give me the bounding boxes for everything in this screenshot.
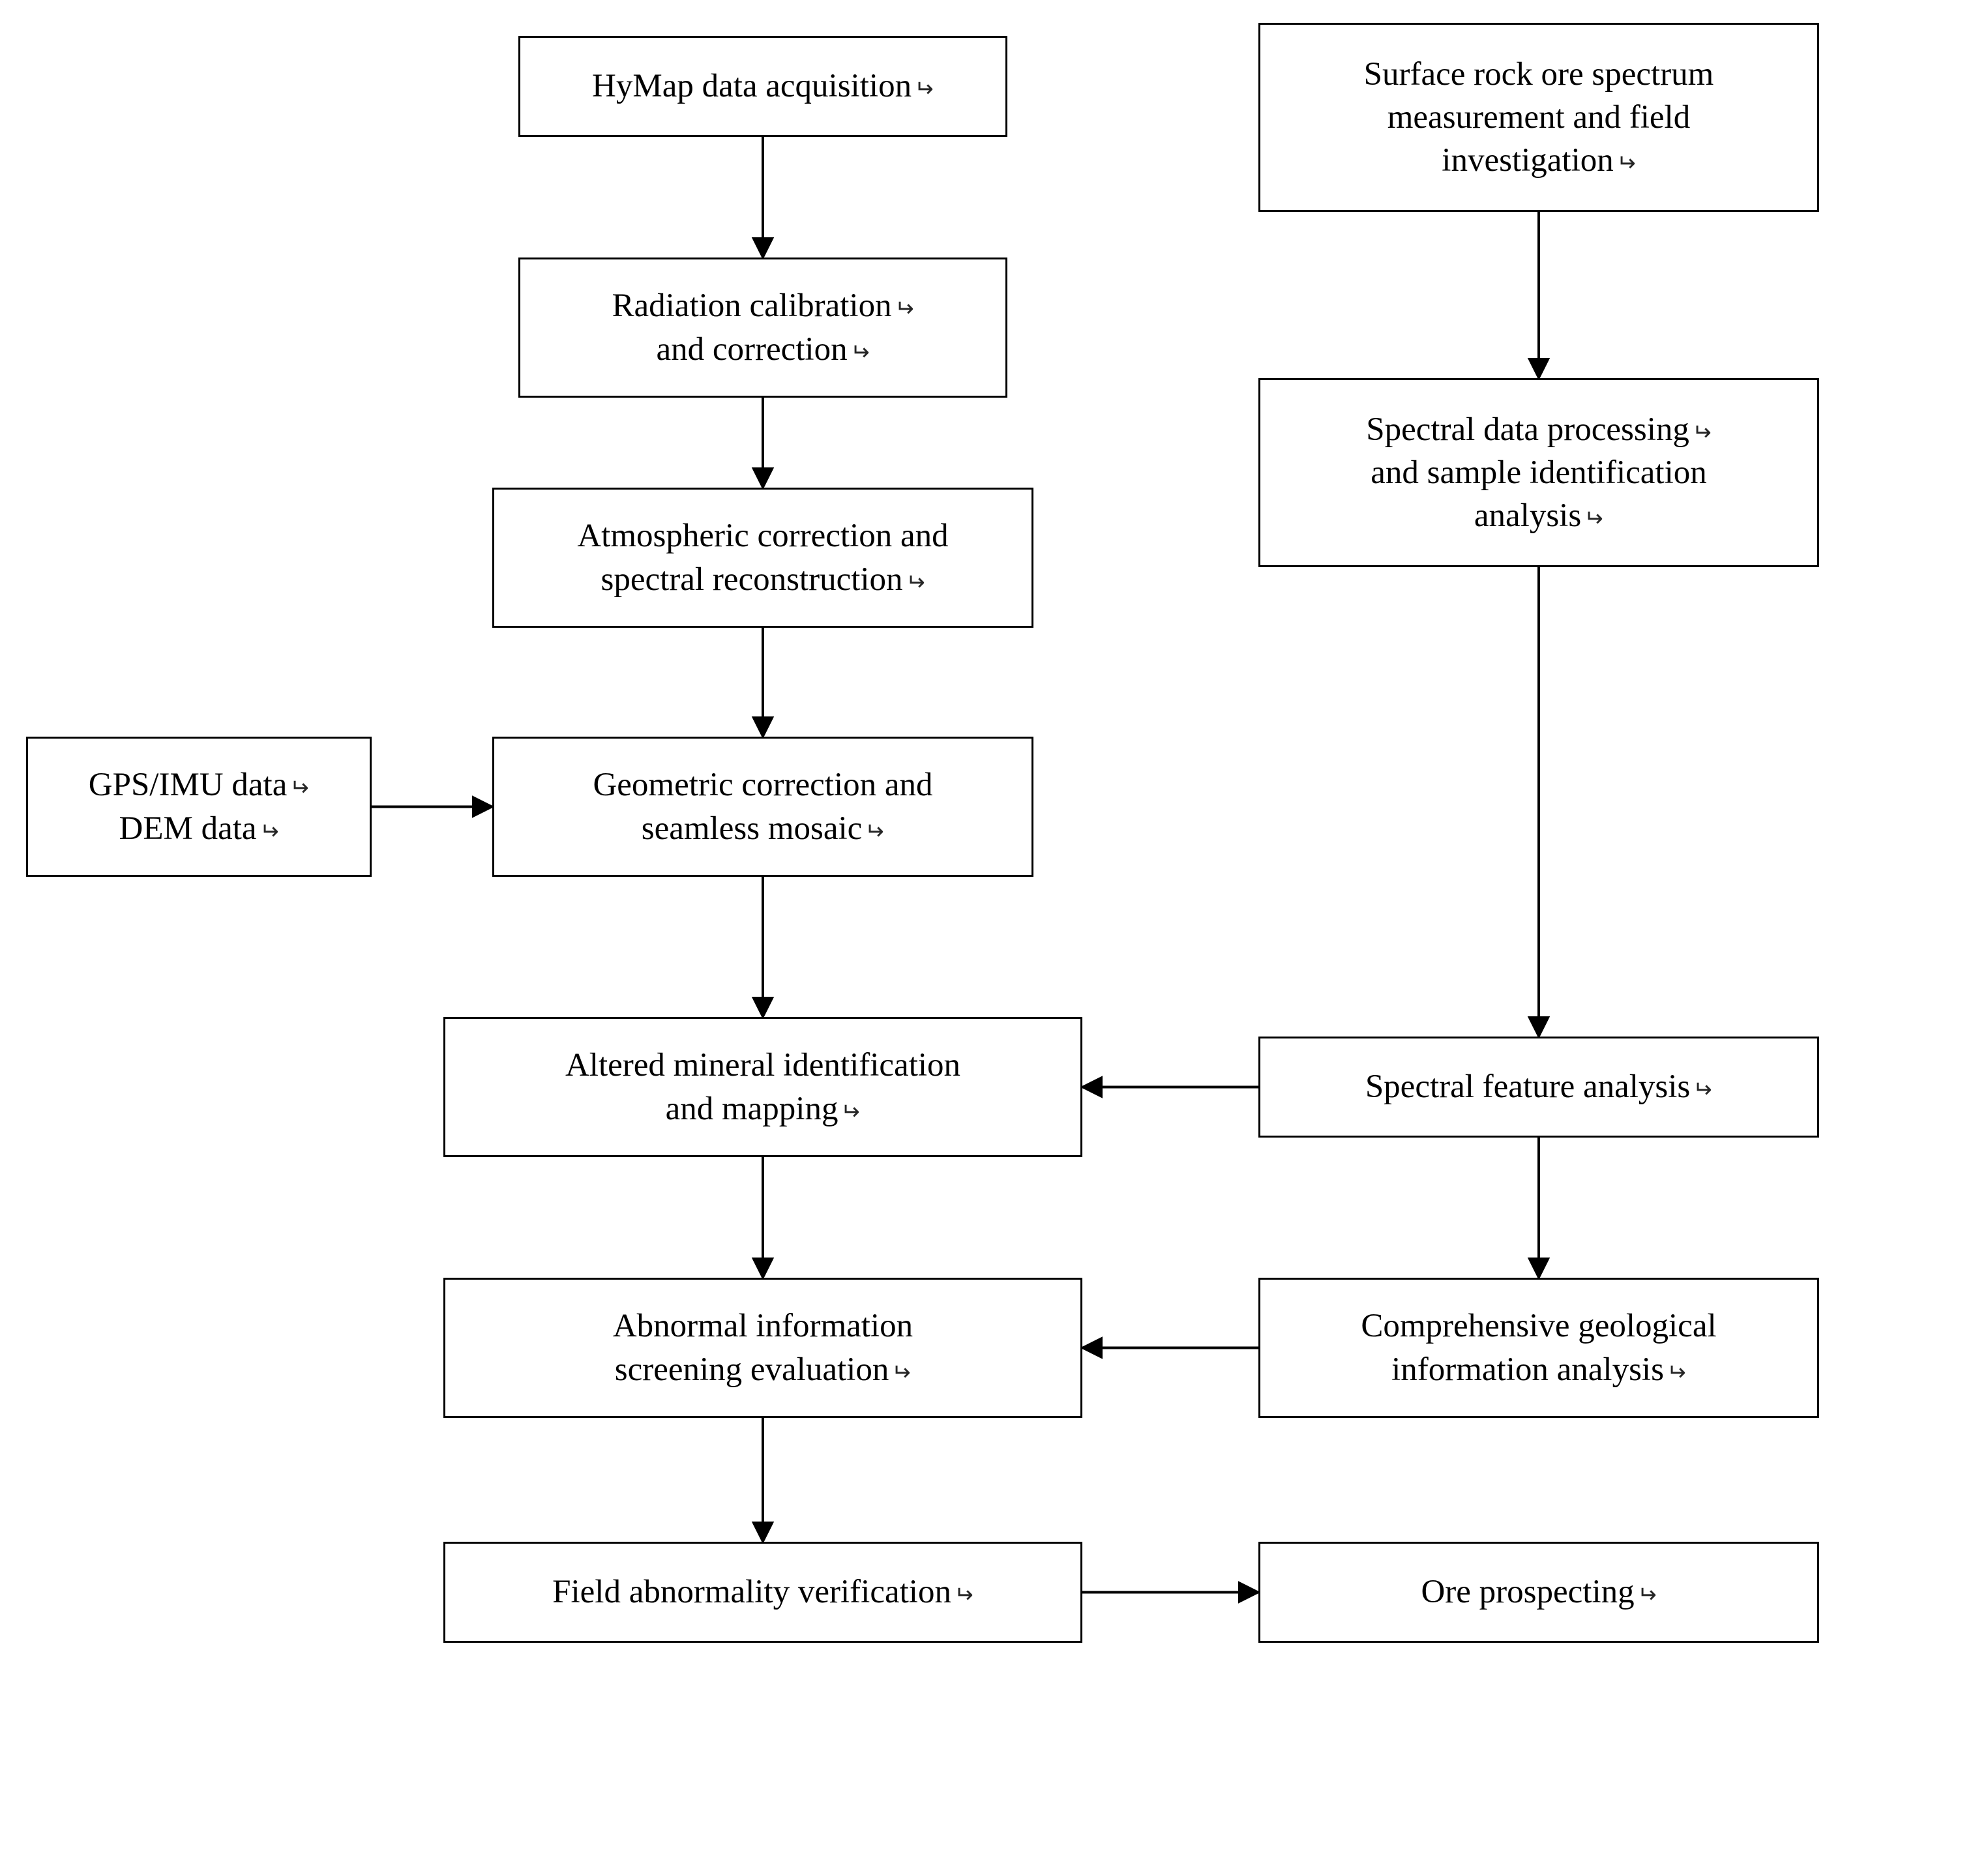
node-n11: Spectral feature analysis↵ [1258,1037,1819,1138]
node-label: GPS/IMU data↵DEM data↵ [89,763,310,850]
node-n12: Comprehensive geologicalinformation anal… [1258,1278,1819,1418]
return-mark-icon: ↵ [850,337,870,367]
return-mark-icon: ↵ [1616,148,1636,178]
node-label: Spectral feature analysis↵ [1365,1065,1712,1108]
node-label: Altered mineral identificationand mappin… [565,1044,960,1130]
return-mark-icon: ↵ [906,567,925,597]
node-label: Field abnormality verification↵ [552,1570,973,1613]
return-mark-icon: ↵ [289,773,309,802]
return-mark-icon: ↵ [891,1357,911,1387]
return-mark-icon: ↵ [1667,1357,1686,1387]
return-mark-icon: ↵ [954,1580,973,1610]
node-n1: HyMap data acquisition↵ [518,36,1007,137]
node-n7: Field abnormality verification↵ [443,1542,1082,1643]
node-label: Spectral data processing↵and sample iden… [1366,408,1712,538]
return-mark-icon: ↵ [840,1096,860,1126]
node-n2: Radiation calibration↵and correction↵ [518,258,1007,398]
node-n4: Geometric correction andseamless mosaic↵ [492,737,1033,877]
node-n3: Atmospheric correction andspectral recon… [492,488,1033,628]
node-n8: GPS/IMU data↵DEM data↵ [26,737,372,877]
node-label: Abnormal informationscreening evaluation… [613,1304,913,1391]
return-mark-icon: ↵ [1692,417,1712,447]
node-n5: Altered mineral identificationand mappin… [443,1017,1082,1157]
node-label: Surface rock ore spectrummeasurement and… [1364,53,1714,183]
return-mark-icon: ↵ [1584,503,1603,533]
node-label: Comprehensive geologicalinformation anal… [1361,1304,1716,1391]
node-label: Radiation calibration↵and correction↵ [612,284,913,371]
return-mark-icon: ↵ [865,816,884,846]
node-n6: Abnormal informationscreening evaluation… [443,1278,1082,1418]
node-label: Atmospheric correction andspectral recon… [577,514,948,601]
node-n10: Spectral data processing↵and sample iden… [1258,378,1819,567]
return-mark-icon: ↵ [1637,1580,1657,1610]
return-mark-icon: ↵ [1693,1074,1712,1104]
node-n9: Surface rock ore spectrummeasurement and… [1258,23,1819,212]
node-label: Ore prospecting↵ [1421,1570,1656,1613]
node-label: HyMap data acquisition↵ [592,65,934,108]
return-mark-icon: ↵ [914,74,934,104]
node-n13: Ore prospecting↵ [1258,1542,1819,1643]
node-label: Geometric correction andseamless mosaic↵ [593,763,932,850]
return-mark-icon: ↵ [895,293,914,323]
return-mark-icon: ↵ [260,816,279,846]
flowchart-canvas: HyMap data acquisition↵ Radiation calibra… [0,0,1988,1869]
